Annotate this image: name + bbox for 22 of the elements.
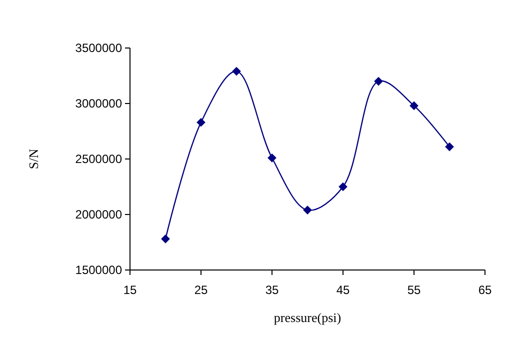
x-tick-label: 65 — [478, 283, 492, 297]
point — [374, 76, 383, 86]
point — [161, 234, 170, 244]
point — [303, 206, 312, 214]
y-tick-label: 2000000 — [75, 208, 122, 222]
point — [196, 118, 206, 127]
x-tick-label: 25 — [194, 283, 208, 297]
x-axis-title: pressure(psi) — [274, 310, 342, 325]
x-tick-label: 35 — [265, 283, 279, 297]
y-tick-label: 1500000 — [75, 263, 122, 278]
x-tick-label: 45 — [336, 283, 350, 297]
x-tick-label: 15 — [123, 283, 137, 297]
point — [445, 142, 454, 152]
y-tick-label: 3500000 — [75, 41, 122, 56]
y-tick-label: 3000000 — [75, 96, 122, 111]
y-axis-title: S/N — [26, 148, 41, 170]
point — [338, 182, 348, 192]
point — [268, 153, 276, 162]
x-tick-label: 55 — [407, 283, 421, 297]
y-tick-label: 2500000 — [75, 152, 122, 166]
point — [232, 66, 241, 76]
point — [410, 101, 418, 110]
